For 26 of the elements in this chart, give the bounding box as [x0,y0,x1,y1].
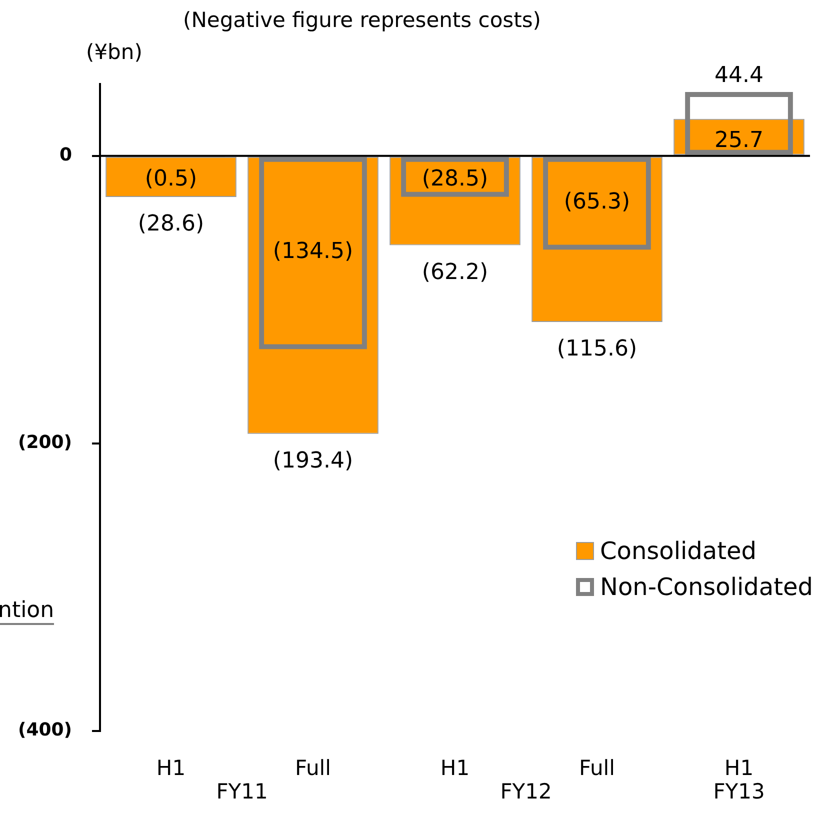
data-label: (115.6) [556,336,638,362]
y-tick-label: (200) [18,432,72,454]
y-axis-title: (¥bn) [86,40,142,64]
text: FY13 [713,779,765,804]
text: ntion [0,598,54,625]
data-label: 25.7 [714,128,764,154]
data-label: (193.4) [272,448,354,474]
x-tick-label: Full [579,756,615,780]
y-tick-label: 0 [59,144,72,166]
x-tick-label: H1 [440,756,470,780]
legend-label: Non-Consolidated [600,573,814,601]
y-tick-label: (400) [18,719,72,740]
x-tick-label: Full [295,756,331,780]
legend-label: Consolidated [600,537,757,565]
chart-subtitle: (Negative figure represents costs) [183,8,541,32]
data-label: (0.5) [144,166,198,192]
x-tick-label: H1 [724,756,754,780]
text: FY11 [216,779,268,804]
data-label: (28.5) [422,166,488,192]
data-label: 44.4 [714,62,764,88]
text: FY12 [500,779,552,804]
data-label: (134.5) [272,239,354,264]
x-tick-label: H1 [156,756,186,780]
data-label: (65.3) [564,190,630,215]
data-label: (28.6) [138,212,204,237]
data-label: (62.2) [422,260,488,285]
